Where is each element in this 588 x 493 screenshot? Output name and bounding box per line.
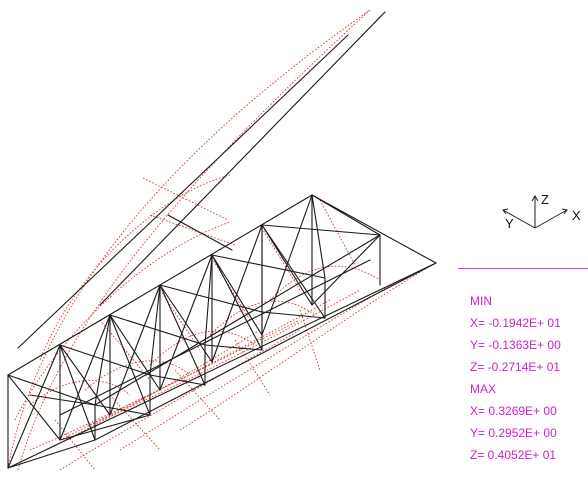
max-x-value: X= 0.3269E+ 00 [470, 404, 557, 418]
max-z-value: Z= 0.4052E+ 01 [470, 448, 557, 462]
truss-mesh [7, 11, 437, 469]
z-axis-label: Z [541, 192, 549, 207]
axis-triad: Z Y X [502, 192, 581, 231]
info-divider [458, 268, 588, 269]
min-label: MIN [470, 294, 492, 308]
x-axis-label: X [572, 208, 581, 223]
y-axis-label: Y [505, 216, 514, 231]
max-label: MAX [470, 382, 497, 396]
min-z-value: Z= -0.2714E+ 01 [470, 360, 561, 374]
min-y-value: Y= -0.1363E+ 00 [470, 338, 561, 352]
deformed-shape [7, 9, 433, 471]
max-y-value: Y= 0.2952E+ 00 [470, 426, 557, 440]
result-extrema-panel: MIN X= -0.1942E+ 01 Y= -0.1363E+ 00 Z= -… [470, 290, 588, 466]
min-x-value: X= -0.1942E+ 01 [470, 316, 561, 330]
